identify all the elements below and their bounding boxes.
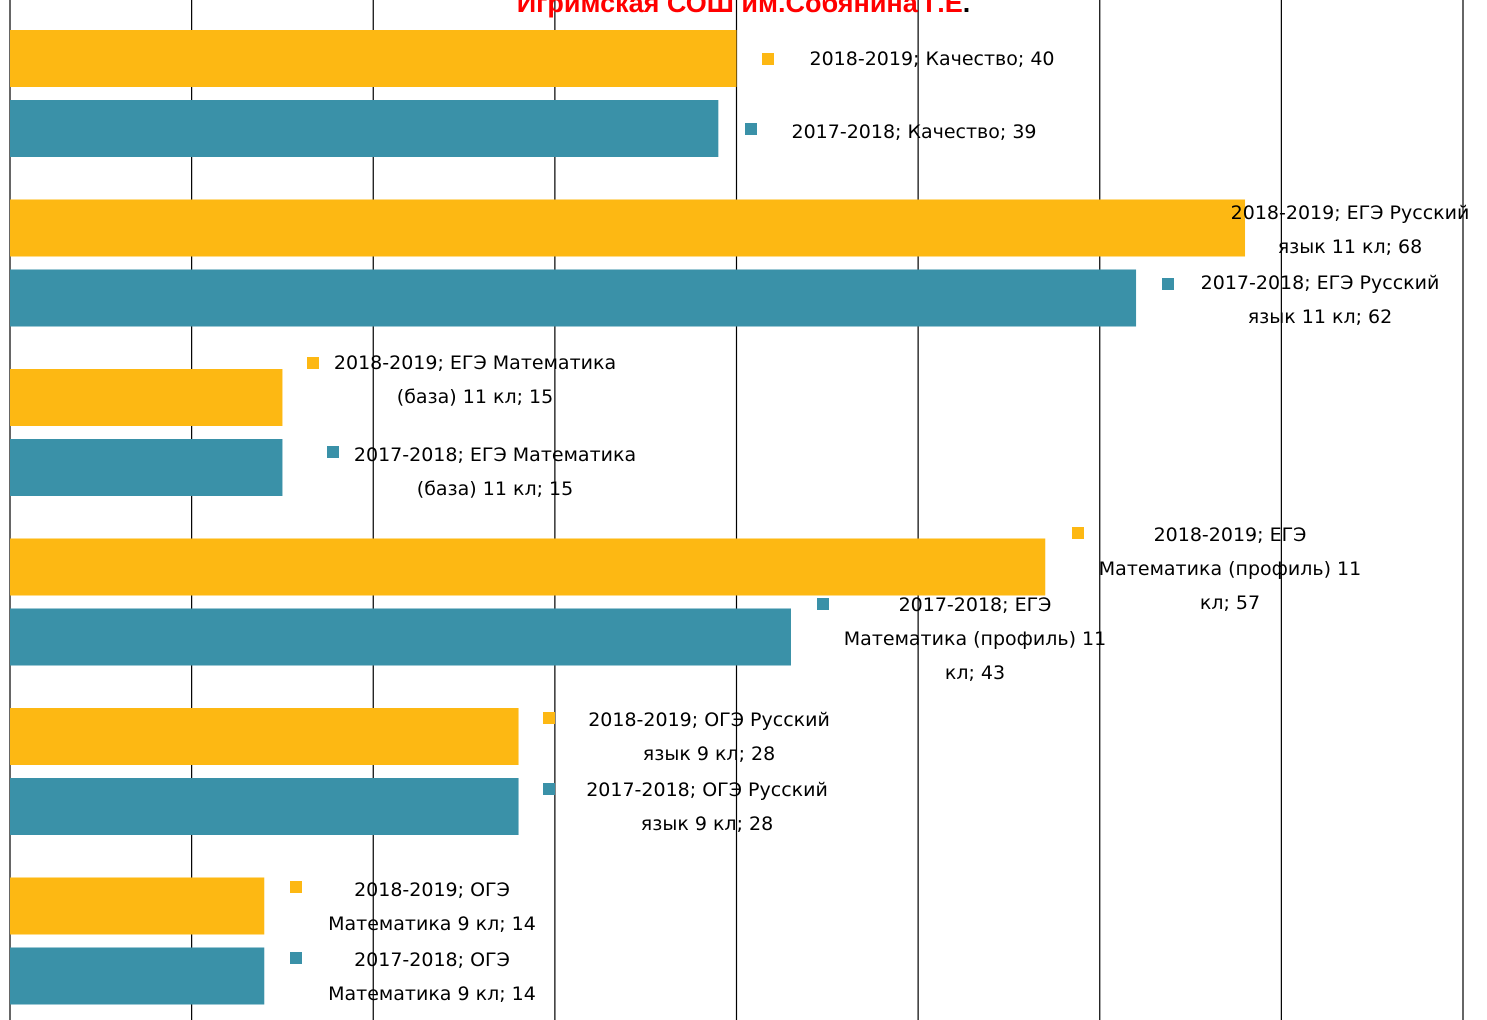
data-label: 2017-2018; ОГЭ Русский язык 9 кл; 28 (586, 779, 828, 835)
legend-key-icon (327, 446, 339, 458)
data-label: 2018-2019; Качество; 40 (809, 48, 1055, 70)
data-label: 2018-2019; ЕГЭ Математика (профиль) 11 к… (1098, 524, 1362, 614)
bar (10, 269, 1137, 327)
legend-key-icon (745, 123, 757, 135)
bar (10, 708, 519, 765)
legend-key-icon (290, 881, 302, 893)
legend-key-icon (543, 783, 555, 795)
bar (10, 778, 519, 835)
data-label: 2017-2018; ОГЭ Математика 9 кл; 14 (328, 949, 536, 1005)
chart-title-suffix: . (962, 0, 971, 18)
bar (10, 947, 265, 1005)
bar (10, 30, 737, 87)
bar (10, 100, 719, 157)
data-label: 2017-2018; Качество; 39 (791, 121, 1037, 143)
legend-key-icon (543, 712, 555, 724)
chart-title: Игримская СОШ им.Собянина Г.Е. (0, 0, 1487, 20)
legend-key-icon (1162, 278, 1174, 290)
data-label: 2017-2018; ЕГЭ Математика (профиль) 11 к… (843, 594, 1107, 684)
data-label: 2017-2018; ЕГЭ Русский язык 11 кл; 62 (1200, 272, 1440, 328)
bar (10, 608, 791, 666)
data-label: 2017-2018; ЕГЭ Математика (база) 11 кл; … (353, 444, 637, 500)
chart-title-text: Игримская СОШ им.Собянина Г.Е (516, 0, 963, 18)
bar (10, 538, 1046, 596)
bar (10, 877, 265, 935)
legend-key-icon (762, 53, 774, 65)
legend-key-icon (307, 357, 319, 369)
bar (10, 199, 1246, 257)
data-label: 2018-2019; ОГЭ Математика 9 кл; 14 (328, 879, 536, 935)
bar (10, 439, 283, 496)
legend-key-icon (1072, 527, 1084, 539)
bar (10, 369, 283, 426)
legend-key-icon (290, 952, 302, 964)
data-label: 2018-2019; ЕГЭ Русский язык 11 кл; 68 (1230, 202, 1470, 258)
data-label: 2018-2019; ЕГЭ Математика (база) 11 кл; … (333, 352, 617, 408)
data-label: 2018-2019; ОГЭ Русский язык 9 кл; 28 (588, 709, 830, 765)
legend-key-icon (817, 598, 829, 610)
